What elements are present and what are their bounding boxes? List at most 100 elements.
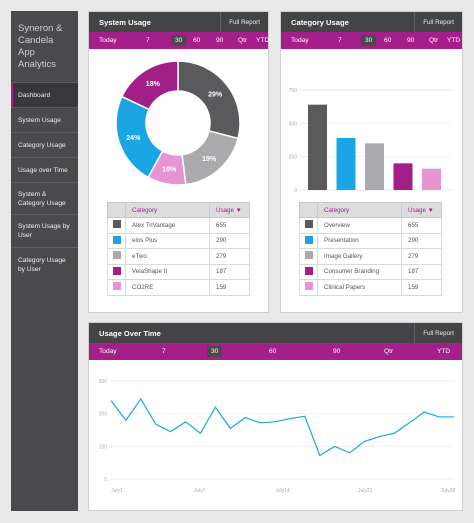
x-tick-label: July28 <box>441 488 456 494</box>
legend-swatch <box>112 282 121 291</box>
category-usage-header: Category Usage Full Report <box>281 12 462 32</box>
pie-slice-alex-trivantage[interactable] <box>177 60 241 140</box>
pie-slice-label: 10% <box>162 167 177 174</box>
y-tick-label: 0 <box>104 477 107 483</box>
swatch-header <box>299 202 318 218</box>
range-tab-qtr[interactable]: Qtr <box>384 348 394 355</box>
usage-over-time-line-chart: 300 200 100 0 July1 July7 July14 July21 July28 <box>99 379 456 494</box>
usage-value: 279 <box>401 248 442 265</box>
bar-clinical-papers[interactable] <box>422 168 441 190</box>
full-report-button[interactable]: Full Report <box>414 12 462 32</box>
category-name: Alex TriVantage <box>125 217 210 234</box>
category-name: VelaShape II <box>125 263 210 280</box>
legend-swatch-cell <box>107 263 126 280</box>
full-report-button[interactable]: Full Report <box>220 12 268 32</box>
range-tab-60[interactable]: 60 <box>269 348 277 355</box>
range-tab-today[interactable]: Today <box>99 348 117 355</box>
range-tab-90[interactable]: 90 <box>216 37 224 44</box>
legend-swatch-cell <box>299 248 318 265</box>
category-usage-table: Category Usage ▼ Overview 655 Presentation 29… <box>299 202 442 296</box>
sidebar-item-usage-over-time[interactable]: Usage over Time <box>11 157 78 182</box>
range-tab-60[interactable]: 60 <box>384 37 392 44</box>
y-tick-label: 0 <box>294 188 297 194</box>
legend-swatch <box>112 235 121 244</box>
range-tab-today[interactable]: Today <box>291 37 309 44</box>
y-tick-label: 500 <box>289 121 298 127</box>
pie-slice-label: 18% <box>146 81 161 88</box>
panel-title: Category Usage <box>291 17 349 27</box>
sidebar-nav: Dashboard System Usage Category Usage Usage… <box>11 82 78 281</box>
sidebar-item-category-usage-by-user[interactable]: Category Usage by User <box>11 247 78 281</box>
pie-slice-label: 24% <box>126 135 141 142</box>
panel-title: Usage Over Time <box>99 328 161 338</box>
category-name: Overview <box>317 217 402 234</box>
swatch-header <box>107 202 126 218</box>
usage-over-time-header: Usage Over Time Full Report <box>89 323 462 343</box>
bar-presentation[interactable] <box>336 138 356 190</box>
legend-swatch-cell <box>299 217 318 234</box>
range-tab-30[interactable]: 30 <box>171 35 187 46</box>
range-tab-90[interactable]: 90 <box>333 348 341 355</box>
full-report-button[interactable]: Full Report <box>414 323 462 343</box>
usage-value: 655 <box>401 217 442 234</box>
range-tab-ytd[interactable]: YTD <box>256 37 270 44</box>
range-tab-30[interactable]: 30 <box>361 35 377 46</box>
sidebar-item-system-usage[interactable]: System Usage <box>11 107 78 132</box>
category-name: elos Plus <box>125 232 210 249</box>
range-tab-7[interactable]: 7 <box>162 348 166 355</box>
category-column-header: Category <box>317 202 402 218</box>
sidebar-item-system-category-usage[interactable]: System & Category Usage <box>11 182 78 214</box>
range-tab-ytd[interactable]: YTD <box>437 348 451 355</box>
range-tab-90[interactable]: 90 <box>407 37 415 44</box>
sidebar-item-category-usage[interactable]: Category Usage <box>11 132 78 157</box>
category-usage-bar-chart: 750 500 250 0 <box>289 88 451 194</box>
range-tab-30[interactable]: 30 <box>207 346 223 357</box>
y-tick-label: 100 <box>99 444 108 450</box>
usage-value: 187 <box>401 263 442 280</box>
range-tab-qtr[interactable]: Qtr <box>429 37 439 44</box>
category-name: Presentation <box>317 232 402 249</box>
usage-column-header[interactable]: Usage ▼ <box>209 202 250 218</box>
system-usage-table: Category Usage ▼ Alex TriVantage 655 elos Pl… <box>107 202 250 296</box>
category-name: Consumer Branding <box>317 263 402 280</box>
pie-slice-label: 29% <box>208 92 223 99</box>
category-name: Clinical Papers <box>317 279 402 296</box>
usage-value: 655 <box>209 217 250 234</box>
bar-overview[interactable] <box>308 104 327 190</box>
legend-swatch <box>304 220 313 229</box>
legend-swatch <box>304 282 313 291</box>
range-tab-7[interactable]: 7 <box>146 37 150 44</box>
category-column-header: Category <box>125 202 210 218</box>
range-tab-ytd[interactable]: YTD <box>447 37 461 44</box>
table-row: elos Plus 290 <box>107 232 250 249</box>
pie-slice-velashape-ii[interactable] <box>120 60 179 111</box>
legend-swatch-cell <box>299 232 318 249</box>
legend-swatch <box>304 251 313 260</box>
legend-swatch-cell <box>107 217 126 234</box>
sidebar-item-system-usage-by-user[interactable]: System Usage by User <box>11 214 78 247</box>
legend-swatch-cell <box>299 279 318 296</box>
y-tick-label: 250 <box>289 155 298 161</box>
usage-over-time-panel: Usage Over Time Full Report Today 7 30 60 90… <box>88 322 463 511</box>
range-tab-60[interactable]: 60 <box>193 37 201 44</box>
x-tick-label: July14 <box>275 488 290 494</box>
range-tab-7[interactable]: 7 <box>338 37 342 44</box>
sidebar-item-dashboard[interactable]: Dashboard <box>11 82 78 107</box>
legend-swatch <box>112 251 121 260</box>
legend-swatch <box>304 235 313 244</box>
table-row: VelaShape II 187 <box>107 263 250 280</box>
usage-value: 159 <box>209 279 250 296</box>
y-tick-label: 200 <box>99 412 108 418</box>
usage-value: 159 <box>401 279 442 296</box>
bar-image-gallery[interactable] <box>365 143 384 190</box>
table-row: Overview 655 <box>299 217 442 234</box>
bar-consumer-branding[interactable] <box>393 163 413 190</box>
range-tab-qtr[interactable]: Qtr <box>238 37 248 44</box>
system-usage-pie-chart: 29% 19% 10% 24% 18% <box>115 60 241 186</box>
range-tab-today[interactable]: Today <box>99 37 117 44</box>
legend-swatch-cell <box>107 248 126 265</box>
legend-swatch-cell <box>107 279 126 296</box>
app-title: Syneron & Candela App Analytics <box>18 23 63 70</box>
usage-column-header[interactable]: Usage ▼ <box>401 202 442 218</box>
range-tabs: Today 7 30 60 90 Qtr YTD <box>89 343 462 360</box>
